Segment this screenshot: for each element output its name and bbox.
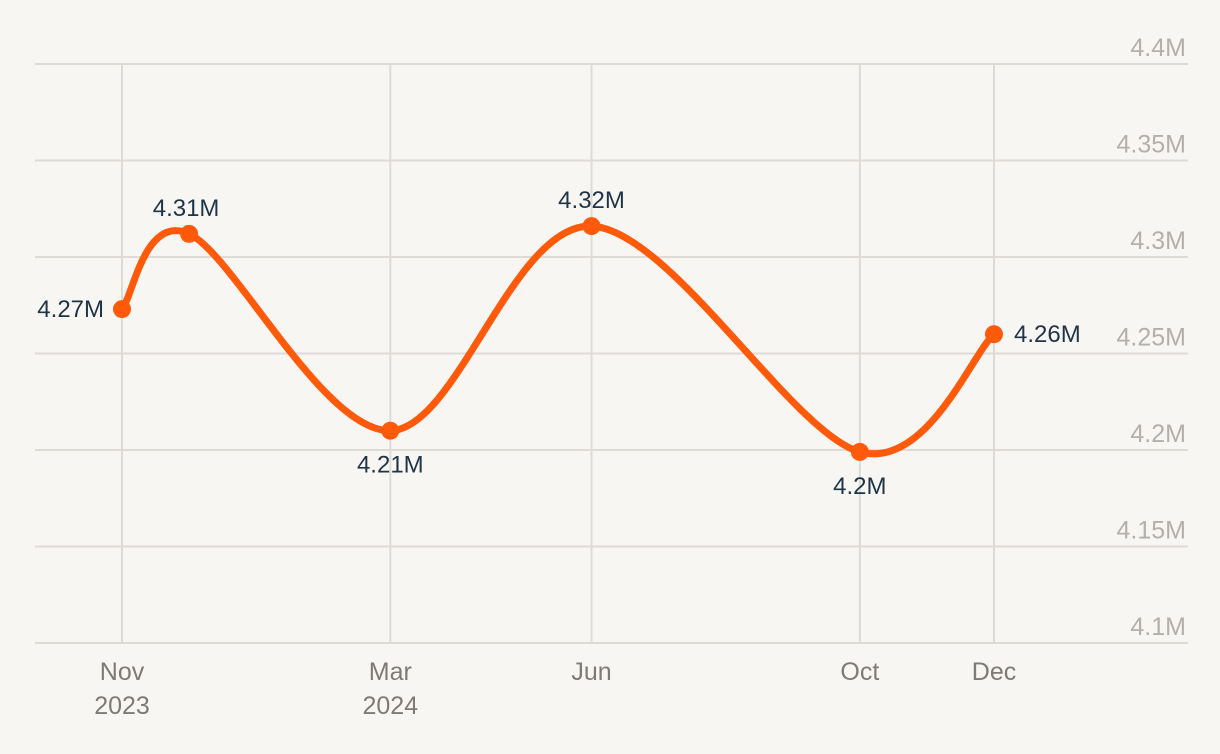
vertical-gridlines [121, 64, 995, 643]
data-label: 4.26M [1014, 321, 1081, 348]
data-label: 4.27M [37, 296, 104, 323]
data-point [850, 442, 869, 461]
y-tick-label: 4.35M [1117, 131, 1186, 159]
y-tick-label: 4.4M [1130, 34, 1186, 62]
data-point [180, 224, 199, 243]
data-label: 4.32M [558, 187, 625, 214]
data-labels: 4.27M 4.31M 4.21M 4.32M 4.2M 4.26M [37, 187, 1080, 500]
x-tick-label: Jun [571, 658, 611, 686]
y-tick-label: 4.3M [1130, 227, 1186, 255]
x-tick-label: Dec [972, 658, 1016, 686]
data-label: 4.21M [357, 452, 424, 479]
y-tick-label: 4.1M [1130, 613, 1186, 641]
horizontal-gridlines [35, 63, 1188, 644]
data-label: 4.31M [153, 195, 220, 222]
y-tick-label: 4.2M [1130, 420, 1186, 448]
x-tick-label: Nov [100, 658, 145, 686]
x-tick-label: Mar [369, 658, 412, 686]
x-tick-year-label: 2023 [94, 692, 150, 720]
data-point [113, 300, 131, 319]
y-tick-label: 4.25M [1117, 324, 1186, 352]
data-point [582, 217, 601, 236]
x-tick-label: Oct [840, 658, 879, 686]
data-point [985, 325, 1003, 344]
x-tick-year-label: 2024 [362, 692, 418, 720]
y-axis-ticks: 4.1M 4.15M 4.2M 4.25M 4.3M 4.35M 4.4M [1117, 34, 1186, 641]
x-axis-ticks: Nov 2023 Mar 2024 Jun Oct Dec [94, 658, 1016, 720]
y-tick-label: 4.15M [1117, 517, 1186, 545]
data-points [113, 217, 1003, 461]
data-label: 4.2M [833, 473, 886, 500]
data-point [381, 421, 400, 440]
series-line [118, 222, 998, 458]
